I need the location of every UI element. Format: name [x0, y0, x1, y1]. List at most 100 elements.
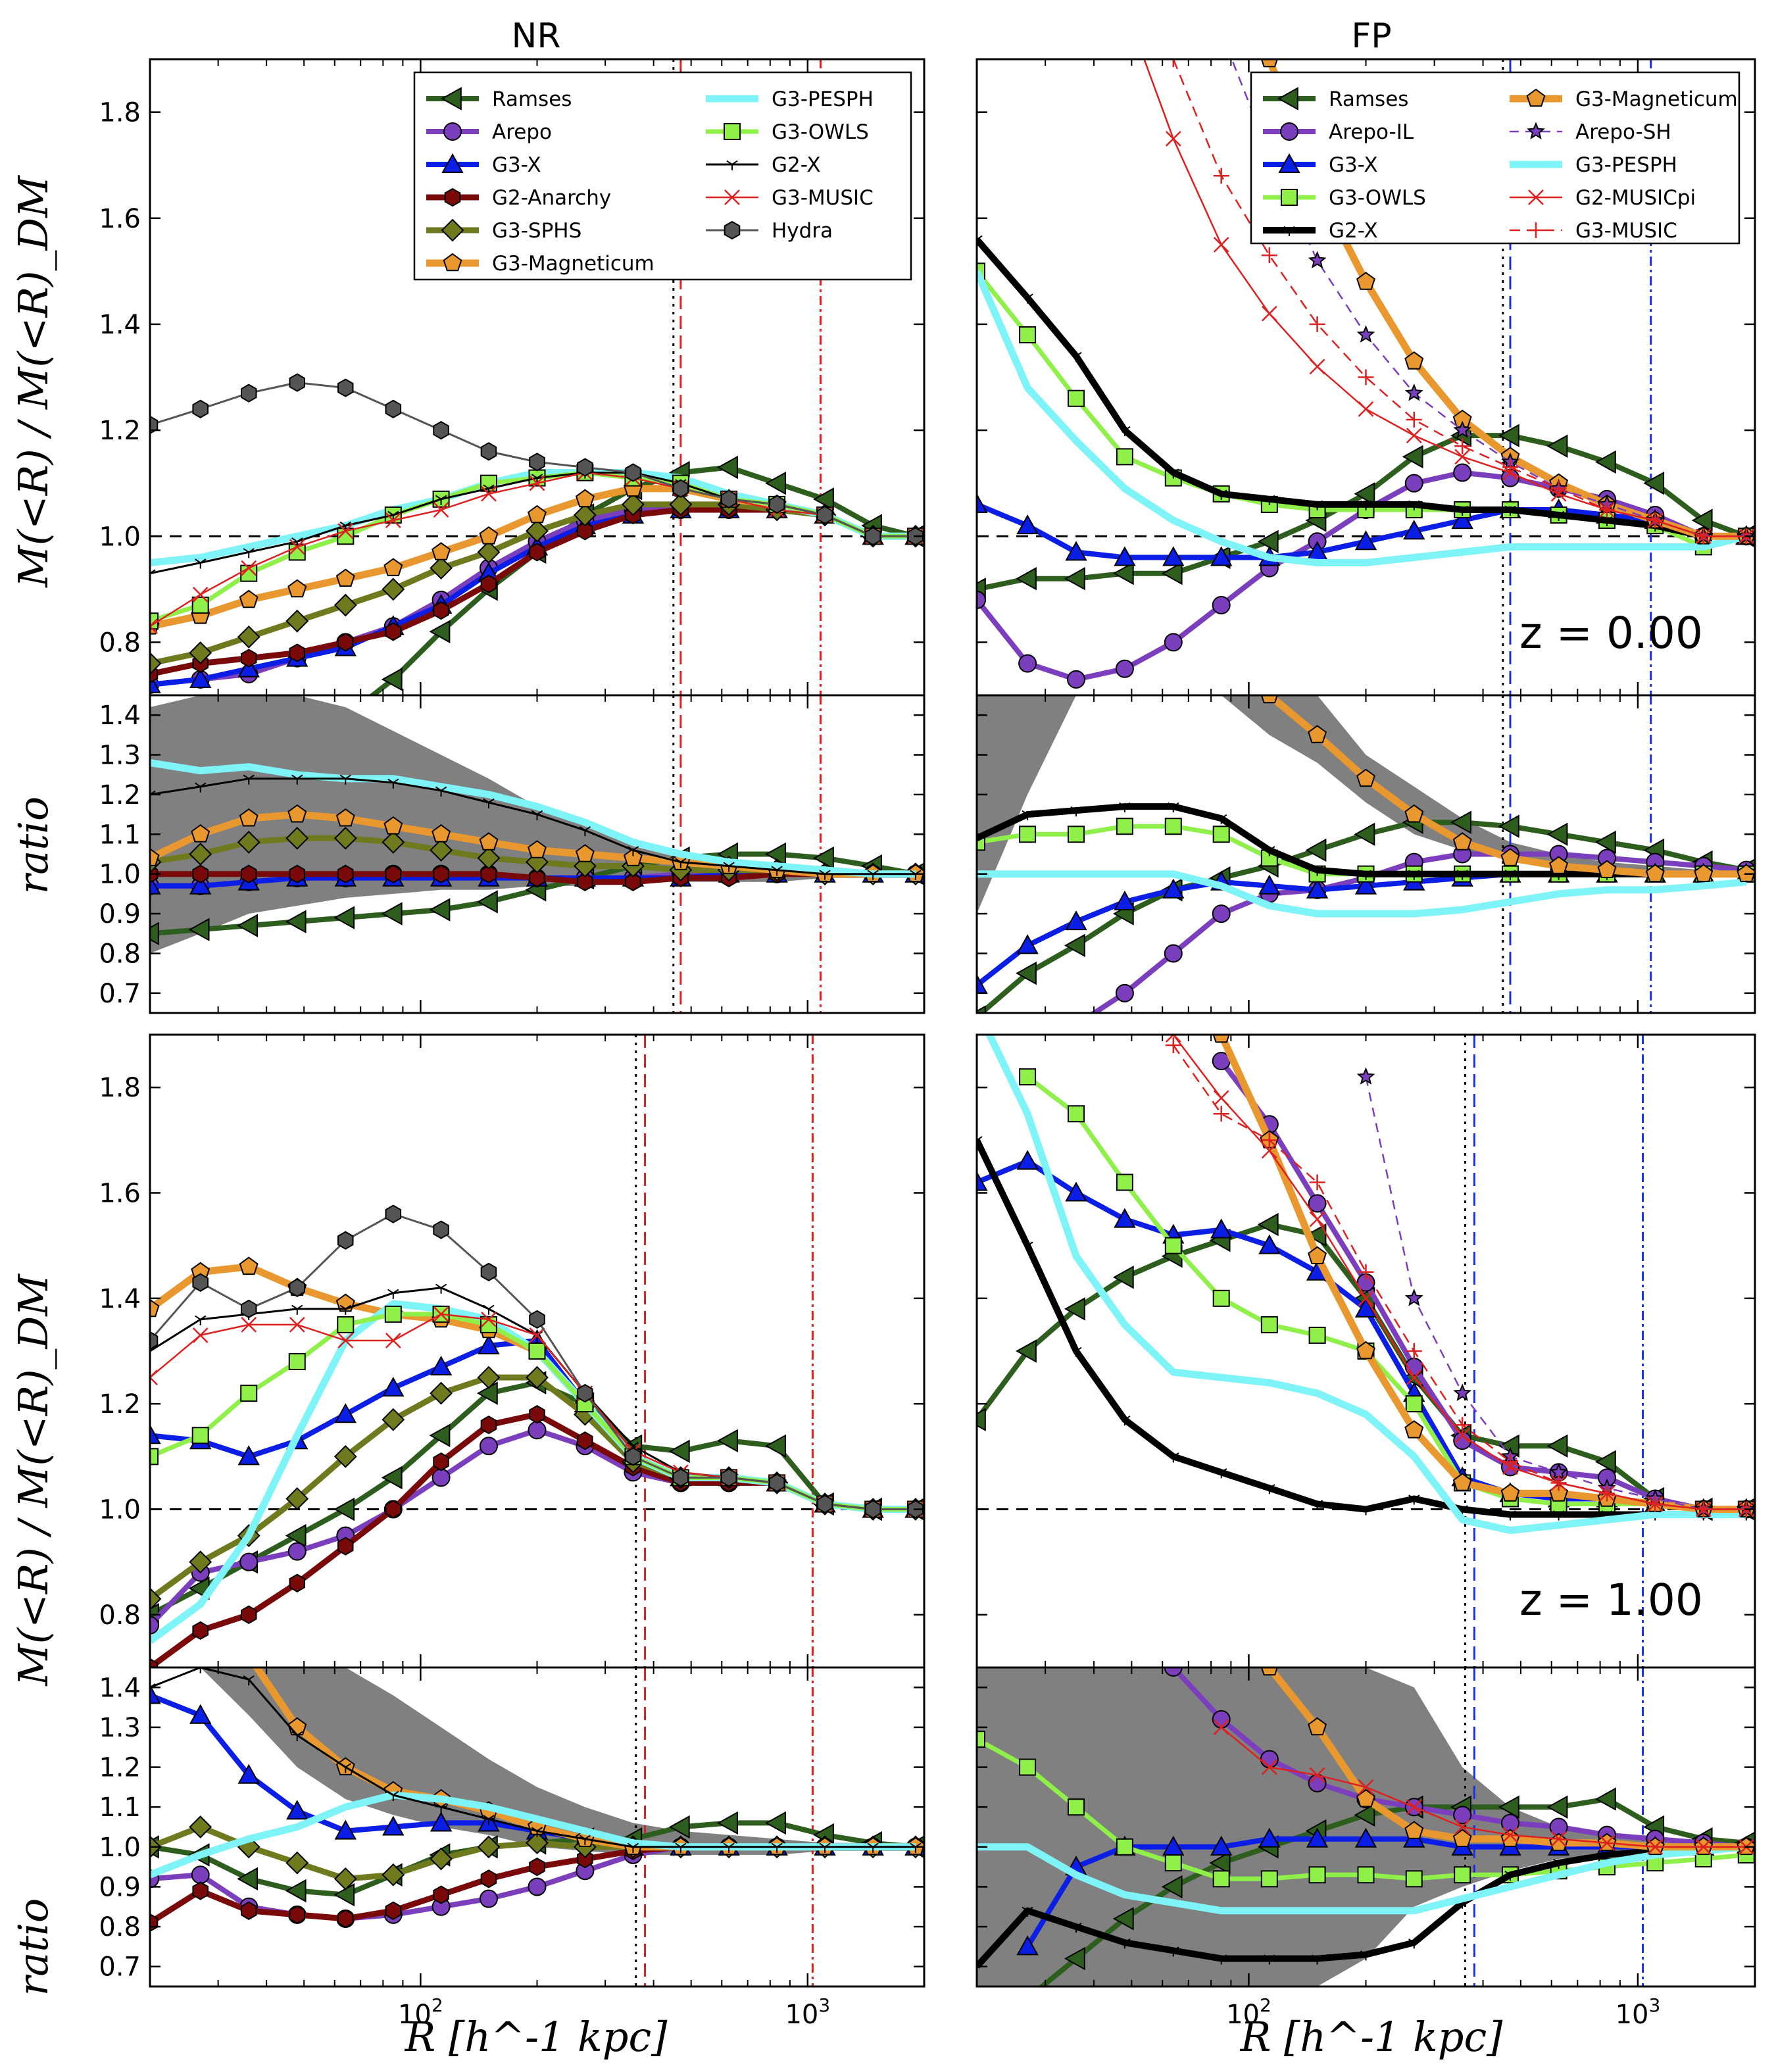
panels: 0.8 1.0 1.2 1.4 1.6 1.8 Ramses G3-PESPH Arepo G3-… [99, 58, 1756, 2030]
y-tick-label: 0.9 [99, 899, 141, 929]
panel-plot-area [150, 1667, 924, 1986]
y-axis-label-ratio-bottom: ratio [9, 1898, 57, 1996]
y-tick-label: 1.8 [99, 1073, 141, 1103]
series-line-g2-x [977, 1139, 1746, 1518]
legend-entry-label: Ramses [492, 87, 572, 111]
panel-plot-area [977, 1035, 1755, 1667]
legend-entry-label: G3-SPHS [492, 219, 581, 243]
series-line-g3-pesph [977, 870, 1747, 918]
panel-frame [975, 694, 1756, 1014]
panel-plot-area [150, 59, 924, 695]
y-axis-label-main-bottom: M(<R) / M(<R)_DM [9, 1273, 57, 1687]
legend-entry-label: Ramses [1329, 87, 1408, 111]
y-tick-label: 1.0 [99, 860, 141, 890]
series-line-g3-pesph [977, 1843, 1747, 1915]
y-tick-label: 1.0 [99, 1495, 141, 1525]
legend-entry-label: Hydra [772, 219, 833, 243]
series-markers-g2-x [977, 235, 1752, 543]
y-tick-label: 0.8 [99, 939, 141, 969]
series-markers-g3-music [1165, 59, 1754, 545]
column-title-nr: NR [511, 16, 560, 56]
series-line-hydra [150, 1213, 916, 1510]
legend-entry-label: G3-Magneticum [1575, 87, 1738, 111]
series-line-g3-pesph [985, 1035, 1746, 1535]
panel-plot-area [150, 695, 924, 1013]
y-tick-label: 0.7 [99, 979, 141, 1009]
series-markers-arepo-il [1212, 1052, 1755, 1519]
redshift-label-bottom: z = 1.00 [1519, 1575, 1703, 1625]
legend-entry-label: G3-X [1329, 153, 1378, 177]
legend-entry-label: G3-Magneticum [492, 252, 654, 276]
y-tick-label: 0.8 [99, 628, 141, 658]
scatter-band [977, 1667, 1746, 1986]
y-tick-label: 1.4 [99, 1673, 141, 1703]
y-tick-label: 1.8 [99, 98, 141, 128]
y-tick-label: 1.2 [99, 1753, 141, 1783]
y-tick-label: 1.3 [99, 741, 141, 771]
series-line-arepo [150, 1427, 916, 1627]
series-line-g2-musicpi [1220, 1726, 1746, 1848]
column-title-fp: FP [1351, 16, 1391, 56]
series-line-g3-pesph [977, 270, 1748, 566]
series-markers-g3-x [977, 1150, 1755, 1518]
y-tick-label: 1.4 [99, 1284, 141, 1314]
legend-entry-label: Arepo-IL [1329, 120, 1414, 144]
legend-nr: Ramses G3-PESPH Arepo G3-OWLS G3-X G2-X G2-Ana… [413, 71, 912, 281]
y-axis-label-ratio-top: ratio [9, 797, 57, 895]
legend-fp: Ramses G3-Magneticum Arepo-IL Arepo-SH G3-X G… [1250, 71, 1740, 245]
series-markers-g3-magneticum [1212, 1035, 1755, 1517]
y-tick-label: 0.8 [99, 1600, 141, 1631]
series-line-g3-pesph [150, 759, 916, 878]
legend-entry-label: G2-Anarchy [492, 186, 611, 210]
panel-plot-area [977, 695, 1755, 1013]
legend-entry-label: G3-MUSIC [772, 186, 874, 210]
legend-entry-label: G3-OWLS [772, 120, 869, 144]
legend-entry-label: G3-PESPH [772, 87, 874, 111]
y-tick-label: 1.2 [99, 1389, 141, 1419]
legend-entry-label: G3-OWLS [1329, 186, 1426, 210]
legend-entry-label: G3-MUSIC [1575, 219, 1677, 243]
series-markers-g2-x [977, 1136, 1752, 1521]
series-line-ramses [977, 1221, 1746, 1512]
y-tick-label: 0.8 [99, 1912, 141, 1942]
y-tick-label: 1.1 [99, 1792, 141, 1823]
y-tick-label: 1.1 [99, 820, 141, 850]
legend-entry-label: Arepo [492, 120, 552, 144]
y-tick-label: 1.4 [99, 701, 141, 731]
legend-entry-label: G2-X [772, 153, 821, 177]
series-markers-g3-owls [1019, 1068, 1755, 1518]
series-line-g3-owls [1025, 1075, 1746, 1512]
y-tick-label: 1.6 [99, 204, 141, 234]
series-markers-g3-magneticum [1260, 695, 1755, 882]
y-tick-label: 1.0 [99, 522, 141, 552]
panel-plot-area [150, 1035, 924, 1667]
y-tick-label: 0.7 [99, 1952, 141, 1983]
series-markers-g2-anarchy [150, 1405, 924, 1667]
legend-entry-label: G3-PESPH [1575, 153, 1677, 177]
redshift-label-top: z = 0.00 [1519, 608, 1703, 658]
y-tick-label: 1.3 [99, 1713, 141, 1743]
scatter-band [150, 1667, 916, 1855]
series-markers-hydra [150, 1204, 924, 1519]
x-axis-label-nr: R [h^-1 kpc] [405, 2013, 668, 2061]
y-tick-label: 0.9 [99, 1872, 141, 1902]
x-tick-label: 103 [785, 1994, 830, 2030]
series-markers-g3-x [977, 862, 1755, 994]
y-tick-label: 1.2 [99, 780, 141, 810]
x-tick-label: 103 [1616, 1994, 1661, 2030]
legend-entry-label: G3-X [492, 153, 541, 177]
series-line-g2-x [977, 803, 1746, 877]
legend-entry-label: G2-X [1329, 219, 1378, 243]
x-axis-label-fp: R [h^-1 kpc] [1240, 2013, 1504, 2061]
legend-entry-label: G2-MUSICpi [1575, 186, 1696, 210]
y-tick-label: 1.2 [99, 416, 141, 446]
y-tick-label: 1.6 [99, 1179, 141, 1209]
series-markers-hydra [150, 373, 924, 546]
panel-plot-area [977, 1667, 1755, 1986]
y-tick-label: 1.4 [99, 310, 141, 340]
series-line-ramses [977, 820, 1747, 1013]
scatter-band [150, 695, 916, 954]
y-tick-label: 1.0 [99, 1833, 141, 1863]
y-axis-label-main-top: M(<R) / M(<R)_DM [9, 175, 57, 588]
